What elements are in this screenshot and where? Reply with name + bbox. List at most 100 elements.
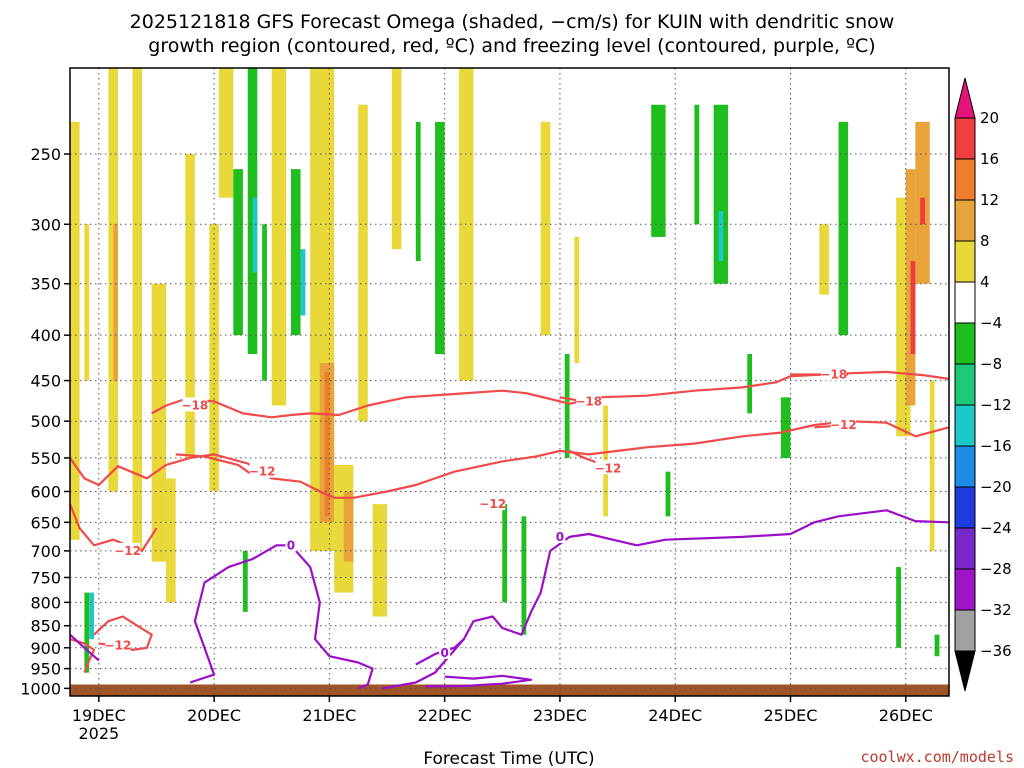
x-axis-label: Forecast Time (UTC): [423, 749, 594, 768]
colorbar-label-9: −20: [980, 478, 1012, 496]
omega-cell-9: [185, 154, 195, 458]
omega-cell-35: [574, 236, 580, 364]
colorbar-bin-7: [954, 404, 976, 447]
contour-label-0c: 0: [440, 646, 448, 660]
omega-cell-24: [343, 491, 354, 562]
x-tick-label-2: 21DEC: [302, 706, 356, 725]
ground-fill: [70, 684, 949, 696]
y-tick-label-600: 600: [30, 482, 61, 501]
colorbar: 20 16 12 8 4 −4 −8 −12 −16 −20 −24 −28 −32 −36: [954, 77, 1012, 692]
x-tick-label-7: 26DEC: [879, 706, 933, 725]
contour-label-bg-0a: [285, 537, 297, 552]
y-tick-label-750: 750: [30, 568, 61, 587]
y-tick-label-550: 550: [30, 449, 61, 468]
omega-cell-26: [372, 504, 388, 617]
omega-cell-43: [780, 397, 791, 458]
omega-cell-37: [651, 104, 666, 237]
contour-label-bg--12: [480, 496, 506, 511]
y-tick-label-850: 850: [30, 617, 61, 636]
colorbar-label-11: −28: [980, 560, 1012, 578]
omega-cell-2: [84, 592, 90, 673]
y-tick-label-450: 450: [30, 372, 61, 391]
omega-cell-10: [209, 224, 219, 492]
contour-label-bg--18c: [821, 366, 847, 381]
x-tick-sublabel-0: 2025: [78, 724, 119, 743]
omega-cell-32: [521, 516, 527, 635]
contour--12: [70, 420, 949, 499]
omega-cell-38: [665, 471, 671, 517]
omega-cell-1: [84, 224, 90, 381]
contour-label-bg-0b: [554, 528, 566, 543]
colorbar-label-1: 16: [980, 150, 999, 168]
y-tick-label-500: 500: [30, 412, 61, 431]
contour-label--18b: −18: [575, 394, 602, 408]
colorbar-bin-10: [954, 527, 976, 570]
omega-cell-52: [896, 567, 901, 648]
x-tick-label-4: 23DEC: [533, 706, 587, 725]
colorbar-bin-6: [954, 363, 976, 406]
colorbar-bin-11: [954, 568, 976, 611]
omega-cell-8: [166, 478, 176, 603]
contour-label-0b: 0: [556, 530, 564, 544]
colorbar-bottom-arrow: [954, 650, 976, 692]
omega-cell-19: [300, 249, 306, 316]
omega-cell-33: [540, 121, 551, 336]
colorbar-label-10: −24: [980, 519, 1012, 537]
contour-label--18c: −18: [820, 368, 847, 382]
plot-background: [70, 68, 949, 696]
contour--12d: [70, 503, 158, 552]
omega-cell-45: [838, 121, 849, 336]
omega-cell-27: [391, 68, 402, 250]
omega-cell-3: [89, 592, 95, 640]
contour-label-bg--12c: [595, 460, 621, 475]
x-tick-label-0: 19DEC: [72, 706, 126, 725]
omega-cell-48: [910, 261, 916, 354]
y-tick-label-1000: 1000: [20, 679, 61, 698]
contour--12b: [175, 453, 254, 476]
colorbar-label-0: 20: [980, 109, 999, 127]
omega-cell-18: [290, 169, 301, 336]
colorbar-bin-8: [954, 445, 976, 488]
colorbar-label-5: −4: [980, 314, 1002, 332]
omega-cell-44: [819, 224, 829, 295]
x-tick-label-1: 20DEC: [187, 706, 241, 725]
contour-label--12: −12: [479, 497, 506, 511]
colorbar-label-6: −8: [980, 355, 1002, 373]
colorbar-label-13: −36: [980, 642, 1012, 660]
omega-cell-22: [324, 371, 330, 517]
omega-cell-15: [262, 224, 267, 381]
omega-cell-14: [252, 197, 258, 273]
colorbar-bin-9: [954, 486, 976, 529]
omega-cell-17: [271, 68, 287, 406]
colorbar-label-7: −12: [980, 396, 1012, 414]
y-tick-label-300: 300: [30, 215, 61, 234]
contour-label-bg--12g: [830, 417, 856, 432]
omega-cell-34: [564, 353, 570, 458]
contour-label-bg--12b: [249, 463, 275, 478]
contour-label-bg-0c: [439, 644, 451, 659]
omega-cell-28: [415, 121, 421, 262]
contour-label--12d: −12: [114, 544, 141, 558]
colorbar-bin-2: [954, 199, 976, 242]
contour-label--12e: −12: [105, 639, 132, 653]
omega-cell-6: [132, 68, 143, 551]
contour-0e: [70, 633, 100, 662]
omega-cell-40: [713, 104, 729, 284]
contour--18: [151, 370, 949, 419]
colorbar-bin-4: [954, 281, 976, 324]
y-tick-label-900: 900: [30, 639, 61, 658]
colorbar-label-2: 12: [980, 191, 999, 209]
contour-lines: −18 −12 −12 −12 −12 −12 −18 −18 −12 0 0 0: [70, 366, 949, 690]
omega-cell-11: [218, 68, 234, 198]
omega-cell-42: [747, 353, 753, 414]
contour-label-bg--18b: [576, 393, 602, 408]
contour-label--12g: −12: [830, 418, 857, 432]
colorbar-label-3: 8: [980, 232, 990, 250]
omega-shading: [70, 68, 940, 673]
x-tick-label-3: 22DEC: [418, 706, 472, 725]
y-tick-label-350: 350: [30, 275, 61, 294]
omega-cell-29: [435, 121, 445, 354]
chart-title-line-2: growth region (contoured, red, ºC) and f…: [148, 35, 875, 57]
